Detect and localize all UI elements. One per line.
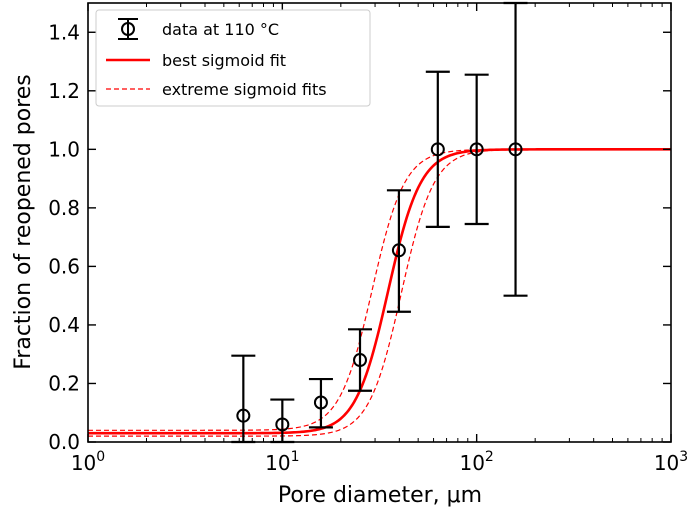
- legend: data at 110 °C best sigmoid fit extreme …: [95, 9, 371, 107]
- plot-frame: [87, 2, 672, 443]
- y-tick-label-3: 0.6: [48, 254, 80, 278]
- fit-curves: [88, 148, 671, 437]
- x-axis: 100 101 102 103: [71, 3, 688, 475]
- legend-item-extreme-fits: extreme sigmoid fits: [106, 80, 327, 99]
- x-axis-label: Pore diameter, μm: [278, 483, 482, 508]
- legend-label-best-fit: best sigmoid fit: [162, 51, 286, 70]
- data-marker: [391, 243, 406, 258]
- x-tick-label-3: 103: [654, 449, 688, 475]
- y-axis-label: Fraction of reopened pores: [11, 74, 36, 370]
- legend-marker: [121, 22, 135, 36]
- data-point-3: [348, 328, 373, 392]
- data-marker: [313, 395, 328, 410]
- extreme-fit-curve-2: [88, 148, 671, 437]
- data-marker: [508, 142, 523, 157]
- data-point-6: [464, 73, 489, 226]
- data-point-4: [386, 189, 411, 313]
- y-tick-label-4: 0.8: [48, 196, 80, 220]
- legend-item-best-fit: best sigmoid fit: [106, 51, 286, 70]
- data-point-0: [231, 354, 256, 444]
- data-marker: [236, 408, 251, 423]
- x-tick-label-2: 102: [459, 449, 493, 475]
- x-tick-label-0: 100: [71, 449, 105, 475]
- legend-label-extreme-fits: extreme sigmoid fits: [162, 80, 327, 99]
- data-marker: [469, 142, 484, 157]
- data-marker: [430, 142, 445, 157]
- extreme-fit-curve-1: [88, 148, 671, 431]
- best-fit-curve: [88, 148, 671, 435]
- legend-errorbar-marker: [118, 18, 138, 40]
- y-tick-label-7: 1.4: [48, 20, 80, 44]
- y-tick-label-2: 0.4: [48, 313, 80, 337]
- data-marker: [275, 417, 290, 432]
- data-point-5: [425, 70, 450, 228]
- x-tick-label-1: 101: [265, 449, 299, 475]
- legend-item-data: data at 110 °C: [118, 18, 279, 40]
- data-marker: [353, 353, 368, 368]
- legend-label-data: data at 110 °C: [162, 20, 279, 39]
- y-tick-label-1: 0.2: [48, 371, 80, 395]
- y-tick-label-5: 1.0: [48, 137, 80, 161]
- data-point-2: [308, 377, 333, 429]
- legend-box: [95, 9, 371, 107]
- y-axis: 0.0 0.2 0.4 0.6 0.8 1.0 1.2 1.4: [48, 20, 671, 454]
- y-tick-label-0: 0.0: [48, 430, 80, 454]
- y-tick-label-6: 1.2: [48, 79, 80, 103]
